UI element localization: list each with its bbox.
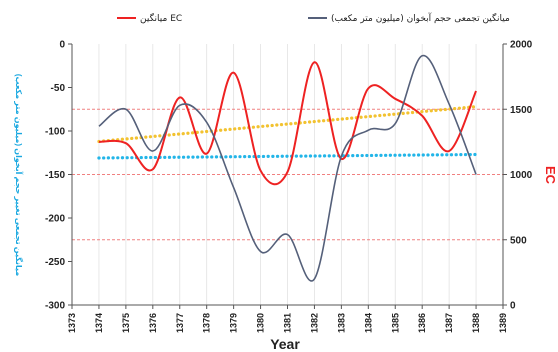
x-axis-title: Year bbox=[270, 336, 300, 352]
y-right-tick-label: 1500 bbox=[510, 105, 533, 116]
y-right-tick-label: 0 bbox=[510, 301, 516, 312]
y-right-tick-label: 1000 bbox=[510, 170, 533, 181]
x-tick-label: 1387 bbox=[444, 313, 454, 333]
y-left-tick-label: -250 bbox=[45, 257, 65, 268]
x-tick-label: 1389 bbox=[498, 313, 508, 333]
x-tick-label: 1380 bbox=[256, 313, 266, 333]
y-left-tick-label: -100 bbox=[45, 127, 65, 138]
x-tick-label: 1383 bbox=[336, 313, 346, 333]
y-right-tick-label: 500 bbox=[510, 235, 527, 246]
x-tick-label: 1385 bbox=[390, 313, 400, 333]
x-tick-label: 1377 bbox=[175, 313, 185, 333]
x-tick-label: 1386 bbox=[417, 313, 427, 333]
trend-line-3 bbox=[97, 152, 478, 160]
y-left-tick-label: -300 bbox=[45, 301, 65, 312]
reference-lines bbox=[72, 108, 503, 241]
y-right-axis-title: EC bbox=[543, 166, 558, 185]
legend-label-volume: میانگین تجمعی حجم آبخوان (میلیون متر مکع… bbox=[331, 12, 510, 24]
x-tick-label: 1376 bbox=[148, 313, 158, 333]
x-tick-label: 1379 bbox=[229, 313, 239, 333]
x-tick-label: 1384 bbox=[363, 313, 373, 333]
x-tick-label: 1374 bbox=[94, 313, 104, 333]
y-left-tick-label: -50 bbox=[51, 83, 66, 94]
x-tick-label: 1381 bbox=[283, 313, 293, 333]
y-left-tick-label: -200 bbox=[45, 214, 65, 225]
series-lines bbox=[98, 54, 477, 282]
x-tick-label: 1375 bbox=[121, 313, 131, 333]
x-tick-label: 1373 bbox=[67, 313, 77, 333]
y-right-ticks: 2000 1500 1000 500 0 bbox=[503, 40, 533, 312]
y-left-ticks: 0 -50 -100 -150 -200 -250 -300 bbox=[45, 40, 72, 312]
y-left-tick-label: 0 bbox=[59, 40, 65, 51]
trend-lines bbox=[97, 105, 478, 160]
y-right-tick-label: 2000 bbox=[510, 40, 533, 51]
legend: میانگین EC میانگین تجمعی حجم آبخوان (میل… bbox=[117, 12, 510, 24]
x-ticks: 1373 1374 1375 1376 1377 1378 1379 1380 1381 1382… bbox=[67, 305, 508, 333]
y-left-axis-title: میانگین تجمعی تغییر حجم آبخوان (میلیون م… bbox=[14, 74, 24, 276]
trend-line-2 bbox=[97, 105, 478, 144]
series-line-1 bbox=[98, 54, 477, 282]
x-tick-label: 1382 bbox=[309, 313, 319, 333]
legend-label-ec: میانگین EC bbox=[140, 12, 182, 24]
y-left-tick-label: -150 bbox=[45, 170, 65, 181]
x-tick-label: 1388 bbox=[471, 313, 481, 333]
x-tick-label: 1378 bbox=[202, 313, 212, 333]
